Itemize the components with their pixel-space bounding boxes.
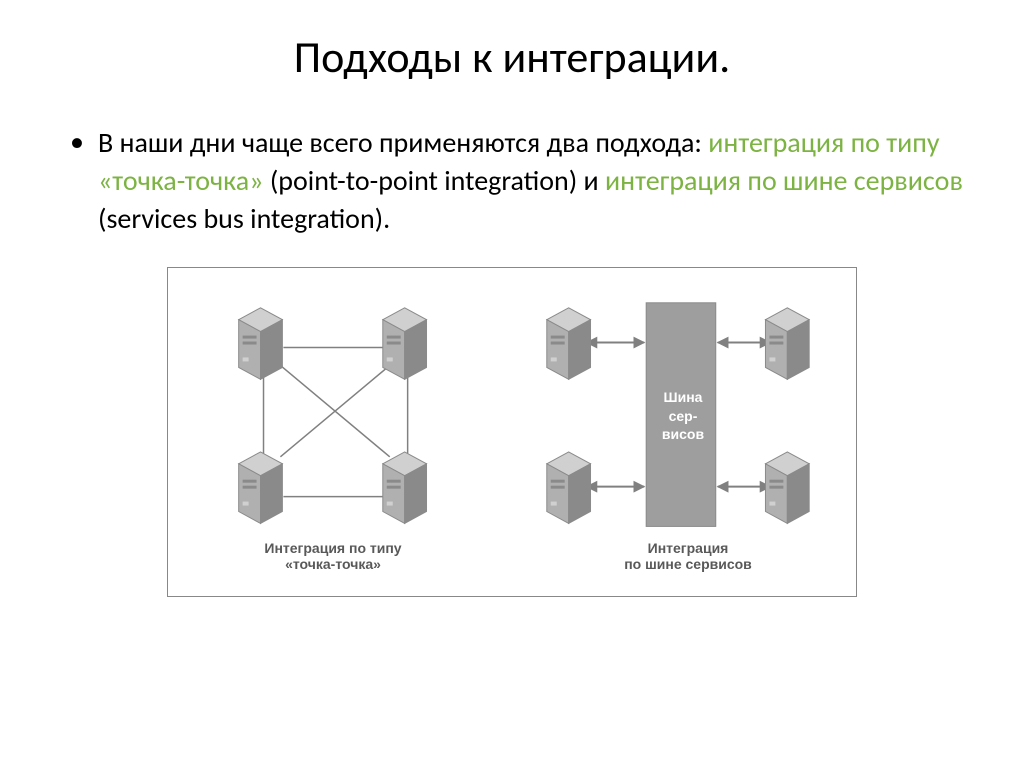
bullet-marker: • [70,124,84,160]
diagram-container: Шина сер- висов Интеграция по типу «точк… [167,267,857,597]
bus-label-line-1: Шина [664,389,703,405]
bullet-item: • В наши дни чаще всего применяются два … [70,124,964,237]
caption-right: Интеграция по шине сервисов [588,540,788,572]
caption-left-line-2: «точка-точка» [285,556,381,572]
bullet-text: В наши дни чаще всего применяются два по… [98,124,964,237]
bus-label-line-2: сер- [669,408,698,424]
bus-label: Шина сер- висов [653,388,713,443]
caption-left-line-1: Интеграция по типу [264,540,401,556]
text-part-2: (point-to-point integration) и [263,163,605,198]
caption-right-line-1: Интеграция [648,540,729,556]
slide-title: Подходы к интеграции. [60,30,964,84]
bus-label-line-3: висов [662,426,704,442]
highlight-2: интеграция по шине сервисов [605,163,963,198]
text-part-3: (services bus integration). [98,201,390,236]
caption-left: Интеграция по типу «точка-точка» [233,540,433,572]
text-part-1: В наши дни чаще всего применяются два по… [98,125,708,160]
caption-right-line-2: по шине сервисов [624,556,752,572]
